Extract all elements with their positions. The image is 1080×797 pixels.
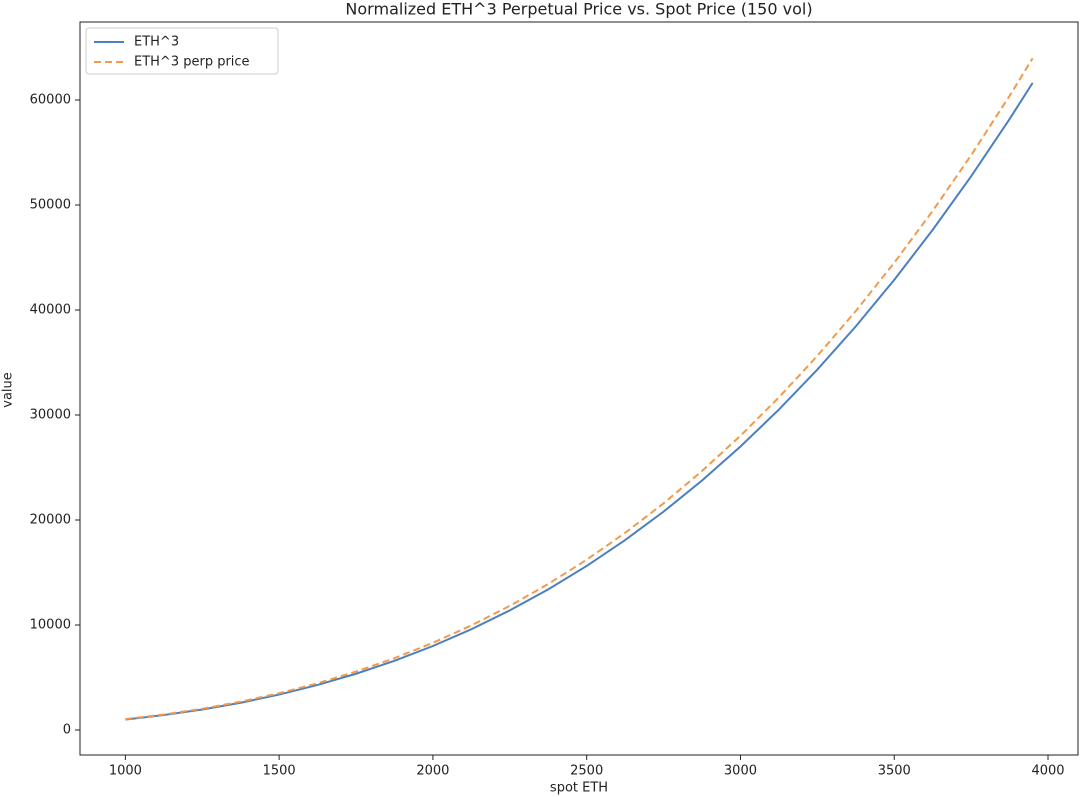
x-tick-label: 4000	[1031, 764, 1064, 779]
x-axis-label: spot ETH	[550, 781, 608, 796]
chart-title: Normalized ETH^3 Perpetual Price vs. Spo…	[345, 0, 812, 19]
legend-box	[85, 27, 279, 75]
plot-frame	[79, 21, 1079, 756]
y-tick-label: 40000	[30, 303, 71, 318]
y-tick-label: 0	[63, 723, 71, 738]
x-tick-label: 1000	[109, 764, 142, 779]
x-tick-label: 2500	[570, 764, 603, 779]
y-tick-label: 10000	[30, 618, 71, 633]
series-line	[125, 57, 1034, 721]
legend-label: ETH^3	[134, 35, 179, 50]
y-tick-label: 30000	[30, 408, 71, 423]
y-axis-label: value	[1, 372, 16, 408]
x-tick-label: 3000	[724, 764, 757, 779]
y-tick-label: 60000	[30, 93, 71, 108]
legend-label: ETH^3 perp price	[134, 55, 250, 70]
x-tick-label: 2000	[416, 764, 449, 779]
series-line	[125, 82, 1034, 721]
y-tick-label: 20000	[30, 513, 71, 528]
x-tick-label: 1500	[263, 764, 296, 779]
y-tick-label: 50000	[30, 198, 71, 213]
x-tick-label: 3500	[878, 764, 911, 779]
